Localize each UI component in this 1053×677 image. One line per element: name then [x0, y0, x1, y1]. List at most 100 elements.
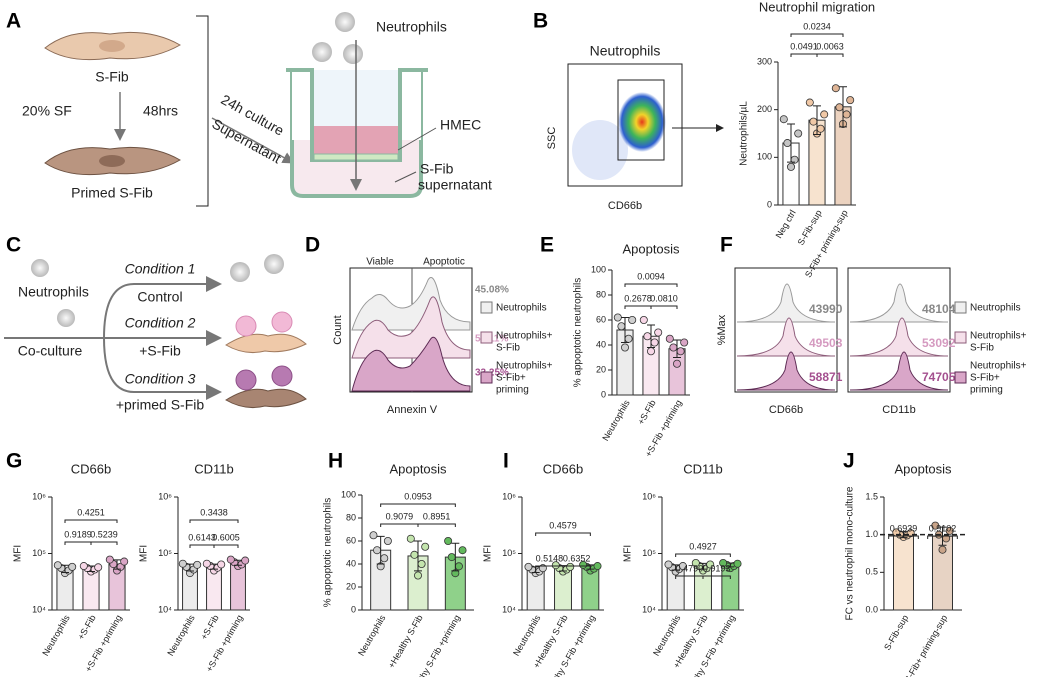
comparison-bracket — [650, 305, 678, 309]
p-value: 0.5239 — [90, 529, 118, 539]
y-tick-label: 10⁶ — [32, 491, 46, 501]
data-point — [454, 562, 463, 571]
data-point — [676, 347, 685, 356]
data-point — [410, 550, 419, 559]
condition: Condition 2 — [125, 315, 196, 331]
p-value: 0.6352 — [563, 553, 591, 563]
legend-swatch — [480, 371, 493, 384]
data-point — [380, 554, 389, 563]
chart-title: Neutrophil migration — [759, 0, 875, 14]
bar-chart: Apoptosis FC vs neutrophil mono-culture 0.… — [845, 461, 968, 677]
data-point — [566, 562, 575, 571]
comparison-bracket — [624, 283, 678, 287]
histograms: CD66b 43990 49503 58871 CD11b 48104 53092 74705 — [734, 267, 956, 416]
p-value: 0.0491 — [790, 41, 818, 51]
error-bar — [210, 563, 218, 570]
data-point — [664, 560, 673, 569]
label: 48hrs — [143, 103, 178, 119]
data-point — [639, 315, 648, 324]
data-point — [79, 562, 88, 571]
neutrophil — [230, 262, 250, 282]
p-value: 0.6939 — [890, 523, 918, 533]
p-value: 0.0810 — [650, 293, 678, 303]
legend-swatch — [480, 331, 493, 344]
y-tick-label: 10⁶ — [158, 491, 172, 501]
panel-b-flow: Neutrophils SSC CD66b — [546, 43, 724, 212]
error-bar — [673, 339, 681, 358]
panel-letter: B — [533, 10, 548, 33]
p-value: 0.9189 — [64, 529, 92, 539]
legend-label: Neutrophils+ — [970, 331, 1027, 342]
data-point — [665, 334, 674, 343]
data-point — [706, 560, 715, 569]
p-value: 0.4927 — [689, 541, 717, 551]
neutrophil — [31, 259, 49, 277]
x-tick-label: Neutrophils — [511, 613, 543, 658]
chart-title: CD66b — [71, 461, 111, 476]
axis-label: SSC — [546, 127, 558, 150]
error-bar — [113, 559, 121, 570]
p-value: 0.6143 — [188, 532, 216, 542]
data-point — [647, 347, 656, 356]
comparison-bracket — [64, 519, 118, 523]
x-tick-label: Neutrophils — [651, 613, 683, 658]
data-point — [650, 338, 659, 347]
label: HMEC — [440, 117, 481, 133]
neutrophil — [271, 365, 293, 387]
data-point — [831, 84, 840, 93]
comparison-bracket — [90, 541, 118, 545]
data-point — [643, 332, 652, 341]
gate-label: Apoptotic — [423, 257, 465, 268]
comparison-bracket — [213, 544, 239, 548]
arrow — [103, 276, 222, 339]
error-bar — [414, 540, 422, 572]
y-tick-label: 100 — [757, 152, 772, 162]
histogram — [351, 296, 471, 359]
p-value: 0.0094 — [637, 271, 665, 281]
percent: 45.08% — [475, 285, 509, 296]
axis-label: Count — [332, 315, 344, 344]
histogram — [351, 336, 471, 392]
mfi-label: 58871 — [809, 370, 843, 384]
label: Neutrophils — [18, 284, 89, 300]
y-tick-label: 60 — [596, 314, 606, 324]
chart-title: Apoptosis — [389, 461, 447, 476]
condition: Condition 1 — [125, 261, 196, 277]
p-value: 0.9193 — [703, 563, 731, 573]
error-bar — [647, 324, 655, 348]
label: S-Fib — [420, 161, 454, 177]
mfi-label: 49503 — [809, 336, 843, 350]
neutrophil — [335, 12, 355, 32]
y-tick-label: 0.0 — [865, 604, 878, 614]
data-point — [413, 571, 422, 580]
neutrophil — [235, 315, 257, 337]
chart-title: CD11b — [194, 461, 234, 476]
error-bar — [671, 564, 680, 571]
comparison-bracket — [888, 535, 919, 539]
p-value: 0.4579 — [549, 520, 577, 530]
panel-letter: C — [6, 234, 21, 257]
histogram — [849, 317, 949, 357]
y-tick-label: 10⁴ — [32, 604, 46, 614]
data-point — [628, 315, 637, 324]
data-point — [193, 560, 202, 569]
data-point — [105, 555, 114, 564]
data-point — [447, 553, 456, 562]
data-point — [805, 98, 814, 107]
comparison-bracket — [380, 503, 456, 507]
axis-label: Annexin V — [387, 404, 438, 416]
comparison-bracket — [380, 523, 419, 527]
axis-label: %Max — [716, 314, 728, 345]
y-axis-label: MFI — [13, 545, 24, 562]
data-point — [94, 563, 103, 572]
x-tick-label: Neutrophils — [40, 613, 72, 658]
bracket — [196, 15, 209, 207]
data-point — [202, 559, 211, 568]
neutrophil — [343, 44, 363, 64]
data-point — [53, 561, 62, 570]
y-tick-label: 10⁵ — [32, 548, 46, 558]
p-value: 0.9079 — [386, 511, 414, 521]
